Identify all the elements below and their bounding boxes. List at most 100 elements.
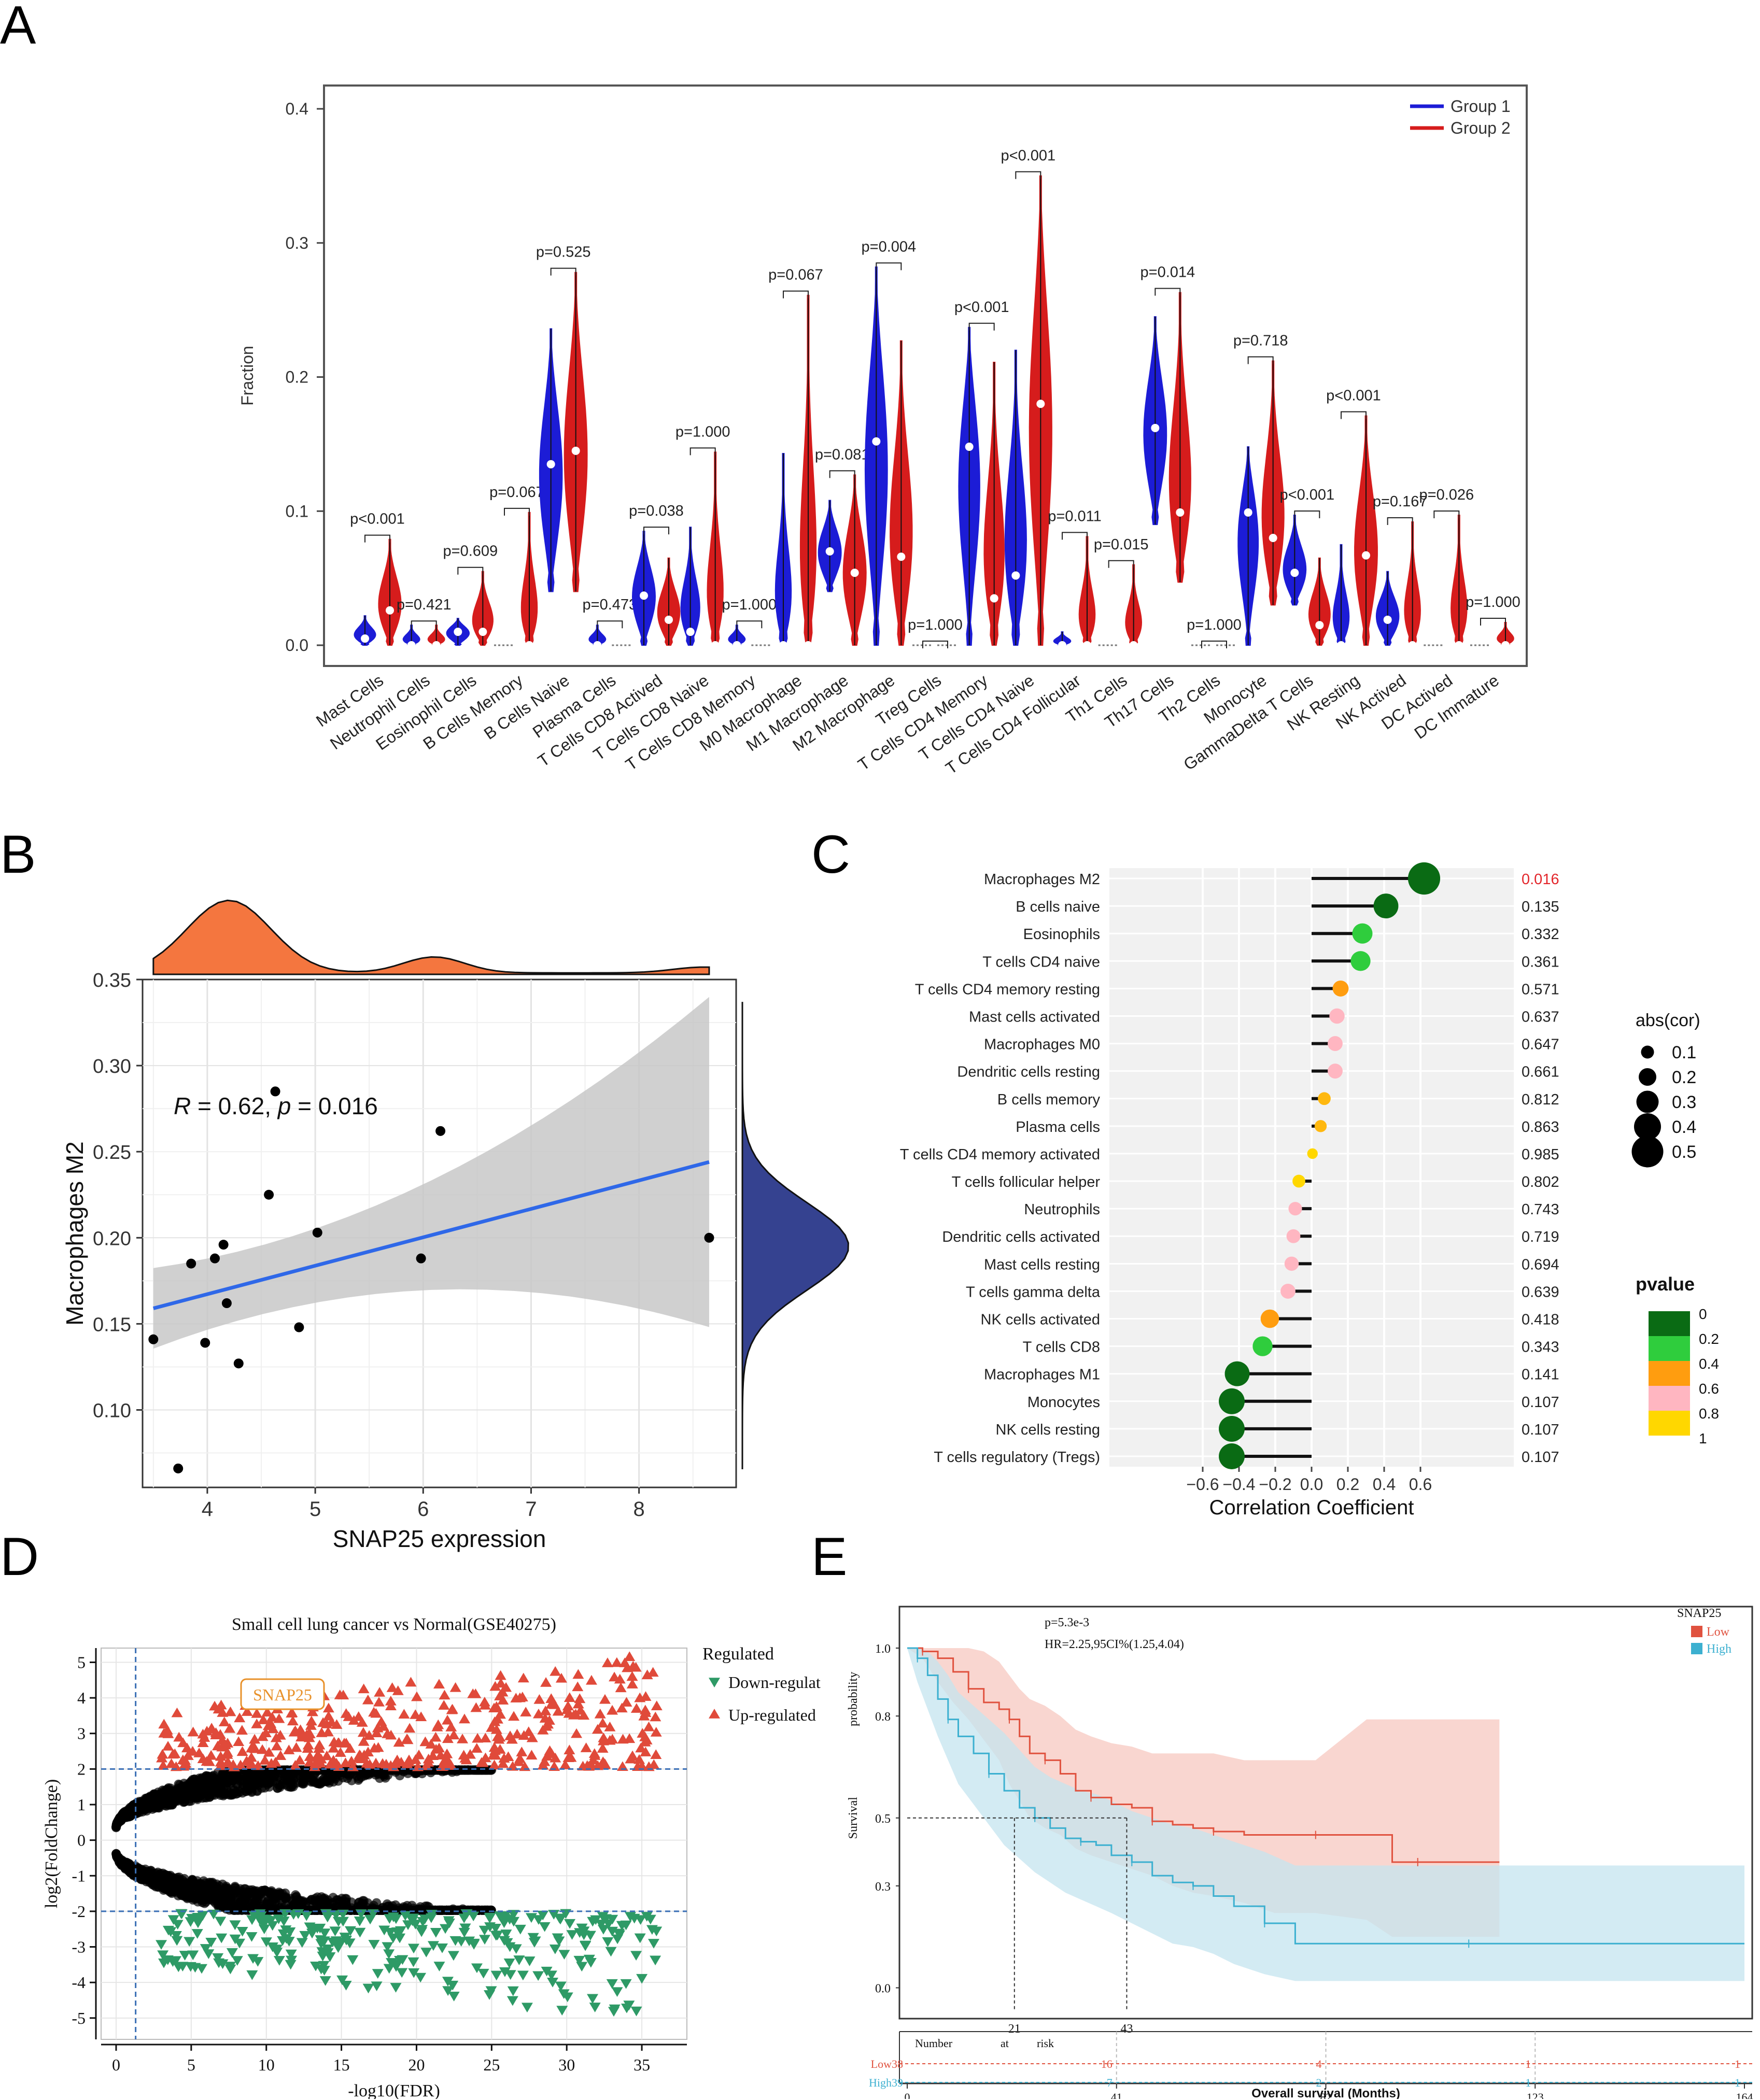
down-regulated-point	[425, 1913, 437, 1923]
up-regulated-point	[197, 1753, 209, 1764]
up-regulated-point	[358, 1683, 370, 1694]
x-tick-label: 41	[1111, 2091, 1122, 2099]
size-legend-dot	[1631, 1136, 1664, 1168]
risk-row-value: 1	[1525, 2076, 1531, 2089]
legend-label-up: Up-regulated	[728, 1706, 816, 1724]
ns-point	[173, 1872, 182, 1882]
ns-point	[306, 1773, 316, 1783]
up-regulated-point	[321, 1719, 333, 1728]
up-regulated-point	[609, 1671, 621, 1682]
up-regulated-point	[511, 1728, 523, 1739]
p-bracket	[597, 620, 623, 629]
median-label: 43	[1120, 2022, 1133, 2036]
down-regulated-point	[170, 1956, 181, 1966]
row-pvalue: 0.661	[1522, 1064, 1559, 1081]
y-tick-label: 0.3	[875, 1880, 891, 1894]
down-regulated-point	[229, 1934, 241, 1945]
p-bracket	[457, 566, 484, 575]
lollipop-head	[1350, 951, 1371, 971]
up-regulated-point	[261, 1707, 273, 1717]
violin-median	[1408, 641, 1417, 649]
up-regulated-point	[615, 1682, 627, 1693]
up-regulated-point	[249, 1734, 261, 1744]
up-regulated-point	[639, 1737, 651, 1747]
p-bracket	[922, 641, 948, 648]
risk-table-header: at	[1001, 2037, 1009, 2050]
up-regulated-point	[294, 1755, 306, 1765]
violin-median	[965, 443, 974, 451]
p-bracket	[1433, 510, 1460, 519]
ns-point	[333, 1776, 343, 1786]
lollipop-head	[1219, 1443, 1245, 1469]
row-pvalue: 0.639	[1522, 1284, 1559, 1300]
ns-point	[148, 1800, 158, 1810]
down-regulated-point	[213, 1958, 225, 1968]
up-regulated-point	[626, 1671, 638, 1681]
violin-median	[733, 641, 741, 649]
up-regulated-point	[167, 1749, 179, 1759]
legend-label-down: Down-regulat	[728, 1673, 821, 1692]
down-regulated-point	[315, 1964, 327, 1975]
up-regulated-point	[601, 1657, 613, 1667]
up-regulated-point	[206, 1724, 218, 1734]
chart-b-scatter: 4 5 6 7 8 0.10 0.15 0.20 0.25 0.30 0.35 SNAP25 expr…	[61, 899, 849, 1552]
up-regulated-point	[402, 1734, 414, 1744]
x-tick-label: 25	[483, 2055, 500, 2074]
up-regulated-point	[234, 1712, 246, 1723]
row-pvalue: 0.016	[1522, 871, 1559, 888]
color-legend-label: 1	[1699, 1430, 1707, 1446]
up-regulated-point	[470, 1702, 482, 1712]
up-regulated-point	[357, 1727, 369, 1737]
down-regulated-point	[630, 2006, 642, 2017]
x-tick-label: 15	[333, 2055, 350, 2074]
up-regulated-point	[259, 1755, 271, 1765]
p-bracket	[1015, 171, 1041, 179]
p-value-label: p=0.067	[768, 267, 823, 283]
down-regulated-point	[555, 1981, 567, 1992]
down-regulated-point	[477, 1968, 489, 1979]
down-regulated-point	[443, 1918, 455, 1928]
down-regulated-point	[503, 1958, 515, 1968]
row-label: B cells naive	[1016, 899, 1100, 915]
down-regulated-point	[387, 1933, 399, 1943]
ns-point	[228, 1889, 238, 1898]
down-regulated-point	[547, 1977, 559, 1988]
size-legend-dot	[1634, 1113, 1661, 1140]
up-regulated-point	[262, 1720, 274, 1730]
ns-point	[124, 1811, 134, 1821]
up-regulated-point	[321, 1750, 333, 1761]
down-regulated-point	[498, 1918, 510, 1928]
up-regulated-point	[526, 1750, 538, 1760]
violin-median	[361, 634, 369, 643]
risk-row-value: 39	[892, 2076, 903, 2089]
violin-median	[386, 606, 394, 615]
down-regulated-point	[336, 1975, 348, 1985]
up-regulated-point	[489, 1745, 501, 1755]
down-regulated-point	[216, 1933, 228, 1943]
down-regulated-point	[258, 1924, 270, 1935]
row-pvalue: 0.141	[1522, 1367, 1559, 1383]
row-label: Dendritic cells activated	[942, 1229, 1100, 1245]
p-bracket	[783, 290, 809, 299]
violin-median	[1129, 641, 1138, 649]
up-regulated-point	[249, 1743, 261, 1753]
median-label: 21	[1008, 2022, 1021, 2036]
ns-point	[275, 1782, 285, 1792]
up-regulated-point	[358, 1736, 370, 1746]
up-regulated-point	[219, 1739, 231, 1750]
p-value-label: p=0.038	[629, 503, 684, 519]
down-regulated-point	[236, 1926, 248, 1937]
p-value-label: p=0.167	[1373, 493, 1428, 510]
data-point	[416, 1253, 426, 1264]
panel-letter-d: D	[0, 1527, 39, 1587]
violin-median	[1058, 641, 1066, 649]
row-pvalue: 0.361	[1522, 954, 1559, 970]
up-regulated-point	[392, 1685, 404, 1695]
down-regulated-point	[417, 1917, 429, 1927]
panel-letter-a: A	[0, 0, 36, 55]
x-axis-label: Overall survival (Months)	[1251, 2087, 1400, 2099]
right-density	[741, 1002, 849, 1469]
p-bracket	[1154, 288, 1181, 296]
panel-letter-e: E	[811, 1527, 848, 1587]
ns-point	[265, 1887, 275, 1897]
